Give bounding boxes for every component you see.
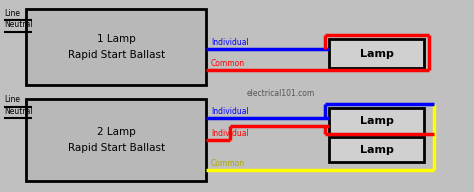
FancyBboxPatch shape (329, 137, 424, 162)
FancyBboxPatch shape (26, 9, 206, 85)
Text: Line: Line (5, 9, 21, 18)
FancyBboxPatch shape (329, 39, 424, 68)
Text: electrical101.com: electrical101.com (246, 89, 315, 98)
Text: 1 Lamp
Rapid Start Ballast: 1 Lamp Rapid Start Ballast (68, 34, 164, 60)
Text: 2 Lamp
Rapid Start Ballast: 2 Lamp Rapid Start Ballast (68, 127, 164, 153)
Text: Lamp: Lamp (360, 116, 394, 126)
Text: Common: Common (211, 159, 245, 168)
FancyBboxPatch shape (329, 108, 424, 134)
Text: Individual: Individual (211, 107, 249, 116)
Text: Lamp: Lamp (360, 145, 394, 155)
Text: Lamp: Lamp (360, 49, 394, 59)
Text: Common: Common (211, 59, 245, 68)
Text: Neutral: Neutral (5, 107, 33, 116)
FancyBboxPatch shape (26, 99, 206, 181)
Text: Line: Line (5, 95, 21, 104)
Text: Individual: Individual (211, 38, 249, 47)
Text: Individual: Individual (211, 129, 249, 138)
Text: Neutral: Neutral (5, 20, 33, 29)
